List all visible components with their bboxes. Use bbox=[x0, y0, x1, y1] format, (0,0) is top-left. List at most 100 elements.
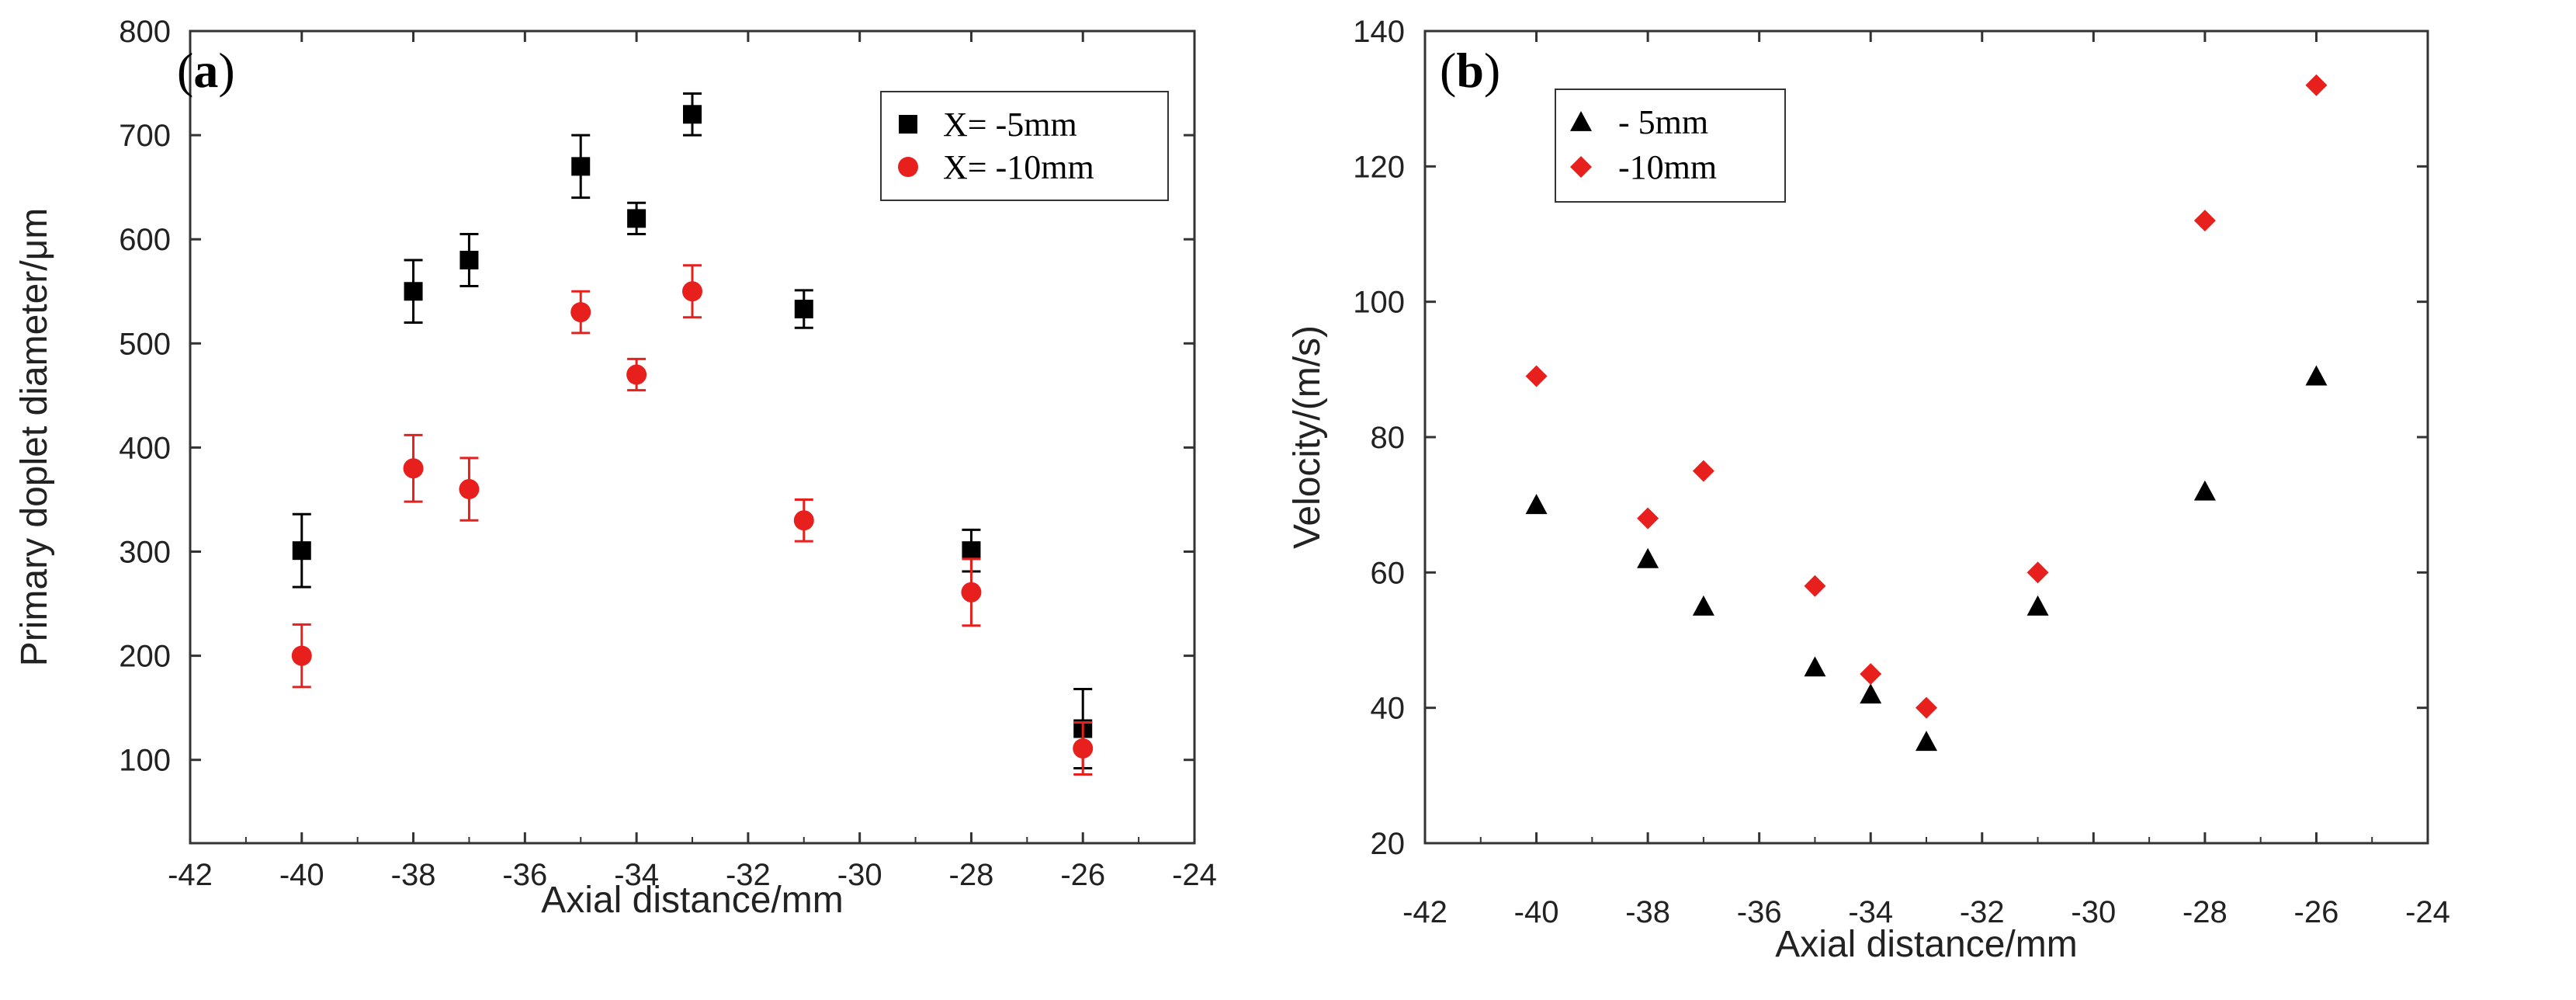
y-tick-label: 60 bbox=[1371, 556, 1406, 590]
data-point bbox=[2026, 561, 2049, 584]
x-tick-label: -34 bbox=[1848, 895, 1893, 929]
legend-label: - 5mm bbox=[1618, 103, 1708, 141]
data-point bbox=[2026, 595, 2049, 616]
data-point bbox=[1692, 460, 1714, 482]
legend-marker bbox=[1570, 111, 1592, 131]
series-1 bbox=[292, 92, 1093, 769]
x-tick-label: -38 bbox=[1625, 895, 1670, 929]
data-point bbox=[794, 300, 813, 319]
y-tick-label: 500 bbox=[119, 327, 171, 361]
x-tick-label: -42 bbox=[1402, 895, 1447, 929]
x-tick-label: -24 bbox=[2405, 895, 2450, 929]
data-point bbox=[1860, 683, 1882, 704]
legend-marker bbox=[898, 157, 918, 177]
x-tick-label: -40 bbox=[1514, 895, 1559, 929]
data-point bbox=[1916, 696, 1937, 719]
series-2 bbox=[1525, 74, 2328, 719]
data-point bbox=[291, 645, 312, 666]
y-tick-label: 200 bbox=[119, 640, 171, 674]
data-point bbox=[2193, 480, 2216, 501]
y-tick-label: 400 bbox=[119, 431, 171, 465]
legend-marker bbox=[1570, 156, 1592, 178]
y-tick-label: 800 bbox=[119, 15, 171, 49]
data-point bbox=[682, 281, 702, 302]
x-tick-label: -36 bbox=[1737, 895, 1782, 929]
data-point bbox=[1860, 663, 1882, 686]
y-tick-label: 120 bbox=[1353, 150, 1405, 184]
data-point bbox=[2305, 74, 2328, 96]
data-point bbox=[403, 458, 424, 479]
data-point bbox=[571, 157, 591, 176]
x-tick-label: -34 bbox=[614, 858, 659, 892]
x-tick-label: -32 bbox=[726, 858, 771, 892]
x-axis-label: Axial distance/mm bbox=[1775, 924, 2077, 965]
legend-label: -10mm bbox=[1618, 148, 1717, 186]
legend-marker bbox=[899, 115, 917, 134]
data-point bbox=[1073, 738, 1094, 759]
data-point bbox=[404, 282, 423, 301]
data-point bbox=[683, 105, 702, 124]
panel-label: (b) bbox=[1440, 43, 1500, 98]
y-tick-label: 100 bbox=[119, 744, 171, 778]
x-tick-label: -36 bbox=[502, 858, 547, 892]
y-tick-label: 300 bbox=[119, 536, 171, 570]
data-point bbox=[1804, 656, 1826, 677]
legend-box bbox=[880, 91, 1169, 201]
panel-a: -42 -40 -38 -36 -34 -32 -30 -28 -26 -24 100 200 300 4… bbox=[14, 15, 1217, 921]
data-point bbox=[1916, 731, 1937, 752]
x-tick-label: -38 bbox=[391, 858, 436, 892]
data-point bbox=[1692, 595, 1714, 616]
data-point bbox=[1525, 494, 1548, 515]
x-tick-label: -28 bbox=[949, 858, 994, 892]
legend: - 5mm -10mm bbox=[1555, 89, 1786, 203]
data-point bbox=[793, 510, 814, 531]
ticks: -42 -40 -38 -36 -34 -32 -30 -28 -26 -24 20 40 60 80 10… bbox=[1353, 15, 2450, 929]
x-tick-label: -42 bbox=[168, 858, 213, 892]
y-tick-label: 600 bbox=[119, 223, 171, 257]
data-point bbox=[2305, 365, 2328, 386]
y-tick-label: 700 bbox=[119, 119, 171, 153]
x-tick-label: -26 bbox=[2294, 895, 2339, 929]
data-point bbox=[626, 364, 647, 385]
y-tick-label: 100 bbox=[1353, 286, 1405, 320]
x-axis-label: Axial distance/mm bbox=[541, 880, 843, 921]
x-tick-label: -30 bbox=[837, 858, 882, 892]
y-axis-label: Velocity/(m/s) bbox=[1287, 325, 1328, 549]
legend-label: X= -10mm bbox=[943, 148, 1094, 186]
data-point bbox=[459, 479, 480, 500]
data-point bbox=[1637, 507, 1659, 530]
data-point bbox=[292, 541, 311, 561]
data-point bbox=[2193, 210, 2216, 232]
panel-b: -42 -40 -38 -36 -34 -32 -30 -28 -26 -24 20 40 60 80 10… bbox=[1287, 15, 2450, 965]
y-tick-label: 20 bbox=[1371, 827, 1406, 861]
y-tick-label: 140 bbox=[1353, 15, 1405, 49]
x-tick-label: -40 bbox=[279, 858, 324, 892]
x-tick-label: -28 bbox=[2182, 895, 2228, 929]
y-axis-label: Primary doplet diameter/μm bbox=[14, 208, 55, 667]
legend-box bbox=[1555, 89, 1786, 203]
data-point bbox=[570, 302, 591, 323]
x-tick-label: -32 bbox=[1960, 895, 2005, 929]
y-tick-label: 80 bbox=[1371, 421, 1406, 455]
data-point bbox=[962, 541, 981, 561]
ticks: -42 -40 -38 -36 -34 -32 -30 -28 -26 -24 100 200 300 4… bbox=[119, 15, 1217, 892]
legend-label: X= -5mm bbox=[943, 106, 1077, 144]
panel-label: (a) bbox=[177, 43, 235, 98]
x-tick-label: -24 bbox=[1172, 858, 1217, 892]
data-marks bbox=[1525, 74, 2328, 752]
x-tick-label: -26 bbox=[1060, 858, 1105, 892]
data-marks bbox=[291, 92, 1094, 776]
series-2 bbox=[291, 264, 1094, 776]
data-point bbox=[459, 251, 479, 270]
series-1 bbox=[1525, 365, 2328, 752]
data-point bbox=[1637, 547, 1659, 568]
legend: X= -5mm X= -10mm bbox=[880, 91, 1169, 201]
x-tick-label: -30 bbox=[2071, 895, 2116, 929]
data-point bbox=[961, 582, 982, 602]
data-point bbox=[627, 209, 647, 228]
y-tick-label: 40 bbox=[1371, 692, 1406, 726]
data-point bbox=[1804, 575, 1826, 597]
data-point bbox=[1525, 365, 1548, 387]
